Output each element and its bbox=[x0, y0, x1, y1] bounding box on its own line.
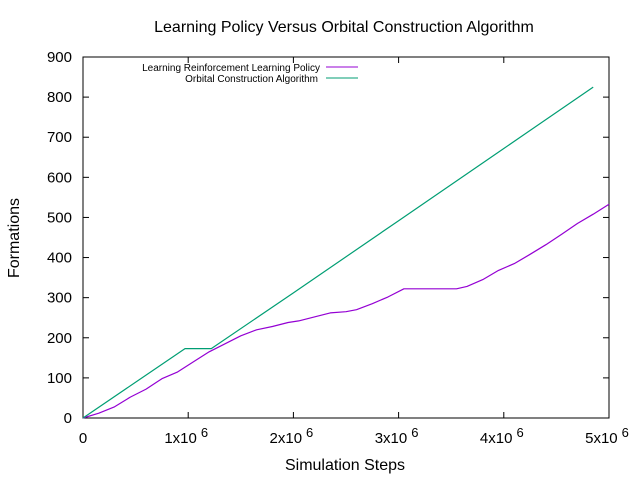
series-line-rl-policy bbox=[82, 203, 610, 419]
y-tick-label: 0 bbox=[64, 410, 72, 427]
y-tick-label: 400 bbox=[47, 250, 72, 267]
x-tick-label: 3x10 6 bbox=[375, 425, 419, 447]
y-tick-label: 300 bbox=[47, 290, 72, 307]
series-lines bbox=[82, 86, 610, 419]
legend: Learning Reinforcement Learning Policy O… bbox=[142, 63, 358, 85]
y-tick-label: 900 bbox=[47, 49, 72, 66]
x-tick-label: 0 bbox=[79, 430, 87, 447]
y-axis-label: Formations bbox=[6, 198, 23, 278]
y-tick-label: 600 bbox=[47, 169, 72, 186]
series-line-orbital bbox=[82, 86, 594, 419]
x-tick-label: 1x10 6 bbox=[164, 425, 208, 447]
y-axis: 0 100 200 300 400 500 600 700 800 900 bbox=[47, 49, 609, 427]
legend-label-rl-policy: Learning Reinforcement Learning Policy bbox=[142, 63, 320, 74]
x-tick-label: 2x10 6 bbox=[270, 425, 314, 447]
y-tick-label: 200 bbox=[47, 330, 72, 347]
y-tick-label: 800 bbox=[47, 89, 72, 106]
x-tick-label: 5x10 6 bbox=[585, 425, 629, 447]
x-axis-label: Simulation Steps bbox=[285, 457, 405, 474]
y-tick-label: 100 bbox=[47, 370, 72, 387]
plot-frame bbox=[82, 56, 610, 419]
y-tick-label: 500 bbox=[47, 209, 72, 226]
chart-title: Learning Policy Versus Orbital Construct… bbox=[154, 19, 534, 36]
x-axis: 0 1x10 6 2x10 6 3x10 6 4x10 6 5x10 6 bbox=[79, 57, 629, 447]
legend-label-orbital: Orbital Construction Algorithm bbox=[185, 74, 318, 85]
x-tick-label: 4x10 6 bbox=[480, 425, 524, 447]
y-tick-label: 700 bbox=[47, 129, 72, 146]
